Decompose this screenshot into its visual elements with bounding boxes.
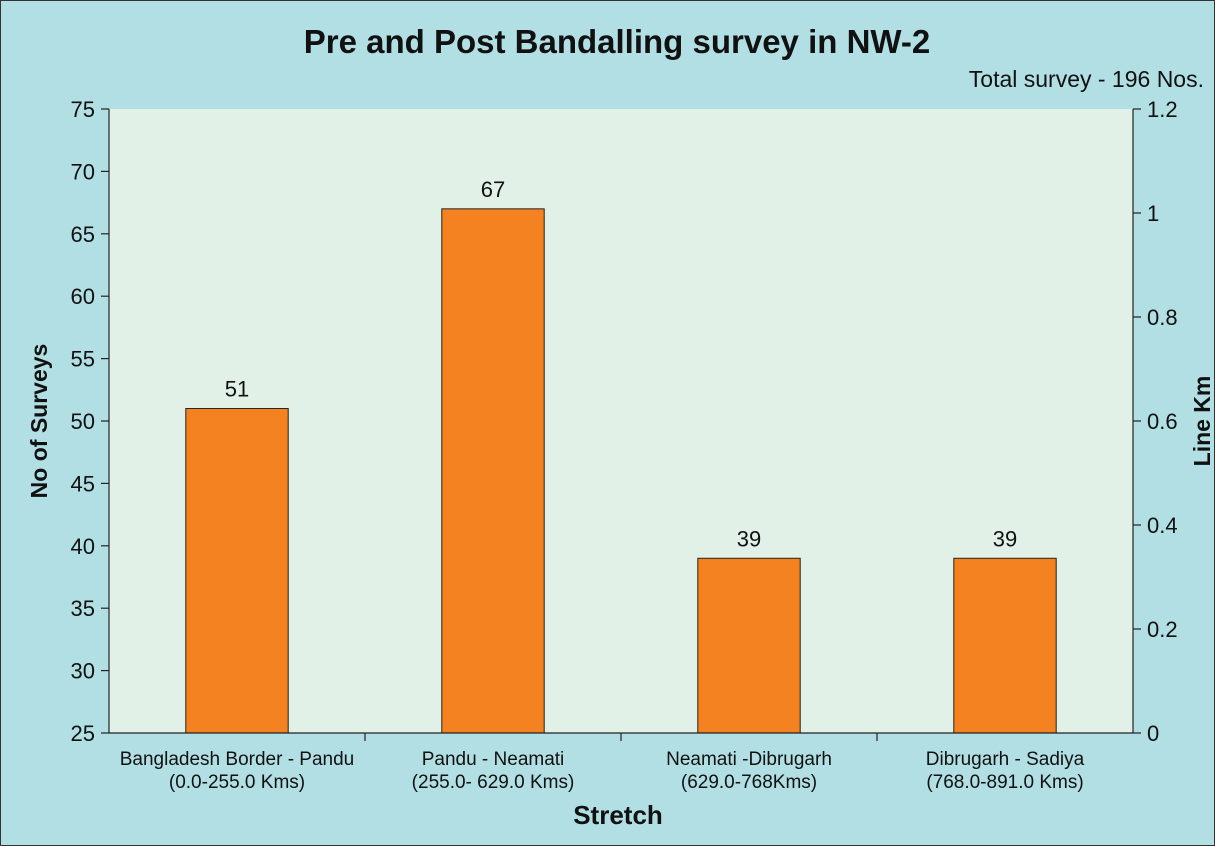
bar bbox=[953, 557, 1057, 734]
y-tick-label: 60 bbox=[71, 284, 95, 309]
bar-value-label: 67 bbox=[481, 177, 505, 202]
y-tick-label: 25 bbox=[71, 721, 95, 746]
bar-value-label: 51 bbox=[225, 377, 249, 402]
chart-subtitle: Total survey - 196 Nos. bbox=[969, 66, 1204, 92]
y-axis-title: No of Surveys bbox=[26, 344, 52, 499]
x-tick-label: Pandu - Neamati bbox=[422, 749, 565, 770]
x-tick-label: Bangladesh Border - Pandu bbox=[120, 749, 355, 770]
x-tick-label: (255.0- 629.0 Kms) bbox=[412, 772, 575, 793]
y2-tick-label: 0.8 bbox=[1147, 305, 1178, 330]
y2-tick-label: 0 bbox=[1147, 721, 1159, 746]
y-tick-label: 75 bbox=[71, 97, 95, 122]
y2-tick-label: 0.4 bbox=[1147, 513, 1178, 538]
y-tick-label: 30 bbox=[71, 659, 95, 684]
x-tick-label: (0.0-255.0 Kms) bbox=[169, 772, 305, 793]
bar bbox=[697, 557, 801, 734]
y-tick-label: 55 bbox=[71, 347, 95, 372]
x-tick-label: Neamati -Dibrugarh bbox=[666, 749, 832, 770]
y-tick-label: 35 bbox=[71, 596, 95, 621]
x-tick-label: (768.0-891.0 Kms) bbox=[926, 772, 1083, 793]
bar bbox=[185, 408, 289, 734]
y-tick-label: 45 bbox=[71, 471, 95, 496]
y2-tick-label: 1.2 bbox=[1147, 97, 1178, 122]
y2-tick-label: 1 bbox=[1147, 201, 1159, 226]
y-tick-label: 65 bbox=[71, 222, 95, 247]
y2-tick-label: 0.6 bbox=[1147, 409, 1178, 434]
y2-axis-title: Line Km bbox=[1189, 376, 1214, 467]
y2-tick-label: 0.2 bbox=[1147, 617, 1178, 642]
x-axis-title: Stretch bbox=[573, 800, 663, 830]
bar-value-label: 39 bbox=[737, 526, 761, 551]
y-tick-label: 50 bbox=[71, 409, 95, 434]
bar-value-label: 39 bbox=[993, 526, 1017, 551]
x-tick-label: (629.0-768Kms) bbox=[681, 772, 817, 793]
y-tick-label: 40 bbox=[71, 534, 95, 559]
chart-title: Pre and Post Bandalling survey in NW-2 bbox=[304, 23, 930, 60]
x-tick-label: Dibrugarh - Sadiya bbox=[926, 749, 1085, 770]
bar bbox=[441, 208, 545, 734]
y-tick-label: 70 bbox=[71, 159, 95, 184]
